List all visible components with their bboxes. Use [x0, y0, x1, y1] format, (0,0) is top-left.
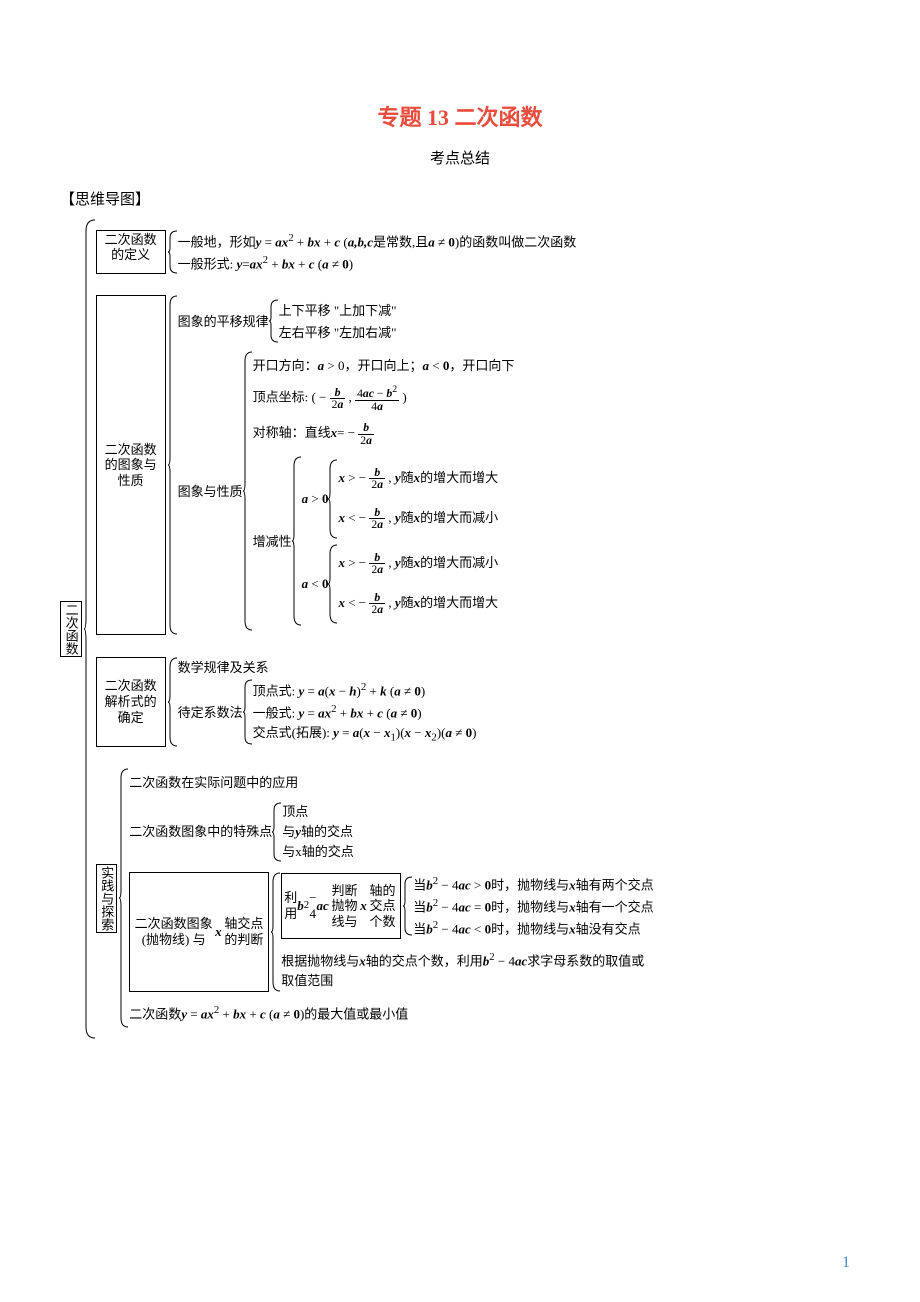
extrema: 二次函数y = ax2 + bx + c (a ≠ 0)的最大值或最小值	[129, 1002, 653, 1024]
branch-definition: 二次函数的定义 一般地，形如y = ax2 + bx + c (a,b,c是常数…	[96, 230, 654, 274]
translate-2: 左右平移 "左加右减"	[279, 323, 397, 343]
open-dir: 开口方向：a > 0，开口向上；a < 0，开口向下	[253, 356, 515, 376]
general-form: 一般式: y = ax2 + bx + c (a ≠ 0)	[253, 701, 477, 723]
root-brace	[84, 219, 96, 1039]
cond-a-neg: a < 0	[302, 574, 329, 594]
intercept-form: 交点式(拓展): y = a(x − x1)(x − x2)(a ≠ 0)	[253, 723, 477, 746]
aneg-2: x < − b2a , y随x的增大而增大	[338, 592, 498, 616]
rules: 数学规律及关系	[178, 658, 477, 678]
method-label: 待定系数法	[178, 703, 243, 723]
application: 二次函数在实际问题中的应用	[129, 773, 653, 793]
translate-1: 上下平移 "上加下减"	[279, 301, 397, 321]
vertex: 顶点坐标: ( − b2a , 4ac − b24a )	[253, 385, 515, 412]
mindmap-diagram: 二次函数 二次函数的定义 一般地，形如y = ax2 + bx + c (a,b…	[60, 219, 860, 1039]
monotone-label: 增减性	[253, 532, 292, 552]
apos-2: x < − b2a , y随x的增大而减小	[338, 507, 498, 531]
page-number: 1	[842, 1254, 850, 1272]
reverse: 根据抛物线与x轴的交点个数，利用b2 − 4ac求字母系数的取值或取值范围	[281, 949, 651, 990]
axis: 对称轴：直线x= − b2a	[253, 422, 515, 446]
root-box: 二次函数	[60, 601, 82, 657]
apos-1: x > − b2a , y随x的增大而增大	[338, 467, 498, 491]
disc-1: 当b2 − 4ac > 0时，抛物线与x轴有两个交点	[413, 873, 653, 895]
branch-graph-props: 二次函数的图象与性质 图象的平移规律 上下平移 "上加下减" 左右平移 "左加右…	[96, 295, 654, 635]
def-line-2: 一般形式: y=ax2 + bx + c (a ≠ 0)	[178, 252, 577, 274]
page-title: 专题 13 二次函数	[60, 100, 860, 132]
translate-label: 图象的平移规律	[178, 312, 269, 332]
aneg-1: x > − b2a , y随x的增大而减小	[338, 552, 498, 576]
practice-box: 实践与探索	[96, 864, 118, 933]
sp-1: 顶点	[282, 802, 354, 822]
intersect-box: 二次函数图象 (抛物线) 与x轴交点的判断	[129, 872, 269, 992]
section-label: 【思维导图】	[60, 188, 860, 209]
disc-2: 当b2 − 4ac = 0时，抛物线与x轴有一个交点	[413, 895, 653, 917]
branches: 二次函数的定义 一般地，形如y = ax2 + bx + c (a,b,c是常数…	[96, 219, 654, 1039]
props-label: 图象与性质	[178, 482, 243, 502]
def-line-1: 一般地，形如y = ax2 + bx + c (a,b,c是常数,且a ≠ 0)…	[178, 230, 577, 252]
subtitle: 考点总结	[60, 147, 860, 168]
judge-label: 利用b2 − 4ac判断抛物线与x轴的交点个数	[281, 873, 401, 938]
special-label: 二次函数图象中的特殊点	[129, 822, 272, 842]
disc-3: 当b2 − 4ac < 0时，抛物线与x轴没有交点	[413, 917, 653, 939]
definition-box: 二次函数的定义	[96, 230, 166, 274]
cond-a-pos: a > 0	[302, 489, 329, 509]
graph-box: 二次函数的图象与性质	[96, 295, 166, 635]
branch-formula: 二次函数解析式的确定 数学规律及关系 待定系数法 顶点式: y = a(x − …	[96, 657, 654, 747]
vertex-form: 顶点式: y = a(x − h)2 + k (a ≠ 0)	[253, 679, 477, 701]
formula-box: 二次函数解析式的确定	[96, 657, 166, 747]
sp-2: 与y轴的交点	[282, 822, 354, 842]
sp-3: 与x轴的交点	[282, 842, 354, 862]
branch-practice: 实践与探索 二次函数在实际问题中的应用 二次函数图象中的特殊点 顶点 与y轴的交…	[96, 768, 654, 1028]
